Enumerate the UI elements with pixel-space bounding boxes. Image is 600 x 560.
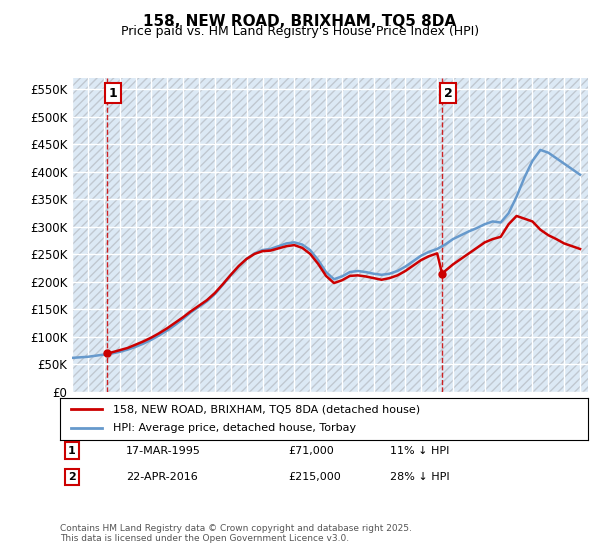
Text: 2: 2 <box>443 87 452 100</box>
Text: 158, NEW ROAD, BRIXHAM, TQ5 8DA: 158, NEW ROAD, BRIXHAM, TQ5 8DA <box>143 14 457 29</box>
Text: £71,000: £71,000 <box>288 446 334 456</box>
Text: 17-MAR-1995: 17-MAR-1995 <box>126 446 201 456</box>
Text: 1: 1 <box>68 446 76 456</box>
Text: 158, NEW ROAD, BRIXHAM, TQ5 8DA (detached house): 158, NEW ROAD, BRIXHAM, TQ5 8DA (detache… <box>113 404 420 414</box>
Text: 22-APR-2016: 22-APR-2016 <box>126 472 198 482</box>
Text: 11% ↓ HPI: 11% ↓ HPI <box>390 446 449 456</box>
Text: £215,000: £215,000 <box>288 472 341 482</box>
Text: HPI: Average price, detached house, Torbay: HPI: Average price, detached house, Torb… <box>113 423 356 433</box>
Text: Price paid vs. HM Land Registry's House Price Index (HPI): Price paid vs. HM Land Registry's House … <box>121 25 479 38</box>
Text: 2: 2 <box>68 472 76 482</box>
Text: Contains HM Land Registry data © Crown copyright and database right 2025.
This d: Contains HM Land Registry data © Crown c… <box>60 524 412 543</box>
Text: 28% ↓ HPI: 28% ↓ HPI <box>390 472 449 482</box>
Text: 1: 1 <box>109 87 118 100</box>
